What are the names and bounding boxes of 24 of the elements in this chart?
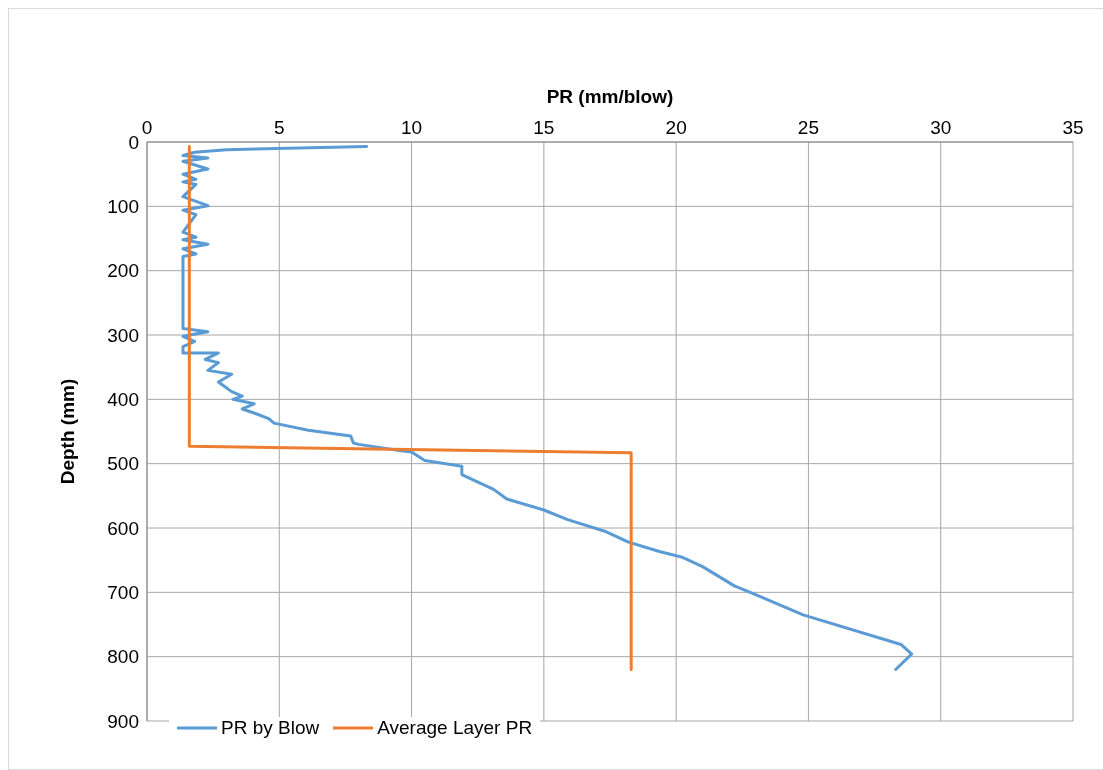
x-tick-label: 0 [141, 117, 153, 138]
y-tick-label: 100 [107, 196, 139, 218]
y-tick-label: 300 [107, 324, 139, 346]
y-tick-label: 600 [107, 517, 139, 539]
x-tick-label: 35 [1062, 117, 1084, 138]
x-tick-label: 5 [274, 117, 285, 138]
x-tick-label: 30 [930, 117, 952, 138]
line-series [181, 145, 914, 672]
y-tick-label: 700 [107, 582, 139, 604]
x-tick-label: 15 [533, 117, 555, 138]
y-tick-label: 400 [107, 389, 139, 411]
x-axis-title: PR (mm/blow) [546, 86, 674, 108]
y-tick-label: 0 [128, 131, 139, 153]
x-tick-label: 10 [401, 117, 423, 138]
line-series [187, 145, 633, 672]
x-tick-label: 20 [665, 117, 687, 138]
legend-label: Average Layer PR [377, 717, 533, 739]
y-tick-label: 200 [107, 260, 139, 282]
y-axis-title: Depth (mm) [56, 378, 78, 485]
y-tick-label: 800 [107, 646, 139, 668]
legend-label: PR by Blow [221, 717, 320, 739]
y-tick-label: 900 [107, 710, 139, 732]
x-tick-label: 25 [797, 117, 819, 138]
y-tick-label: 500 [107, 453, 139, 475]
